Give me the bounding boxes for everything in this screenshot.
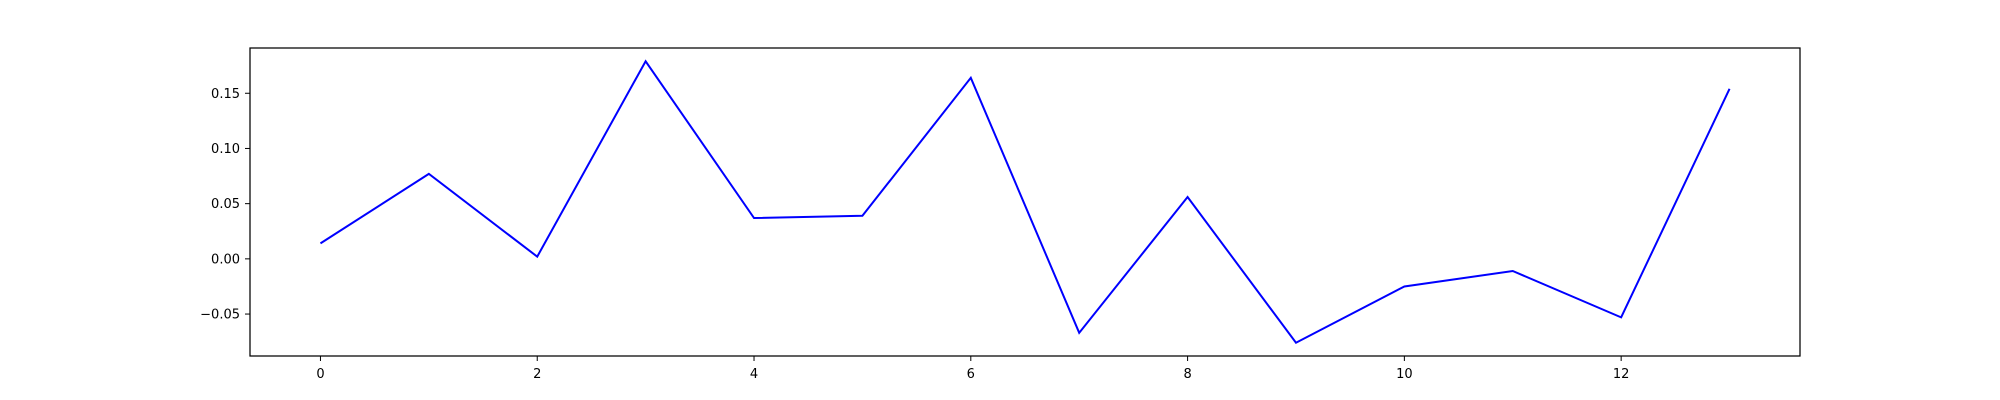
- x-tick-label: 12: [1613, 367, 1630, 382]
- y-tick-label: 0.00: [211, 252, 240, 267]
- x-tick-label: 6: [967, 367, 975, 382]
- y-tick-label: 0.10: [211, 142, 240, 157]
- ticks-layer: 0 2 4 6 8 10 12 −0.05 0.00 0.05 0.10 0.15: [200, 87, 1629, 382]
- series-line: [319, 59, 1731, 345]
- x-tick-label: 2: [533, 367, 541, 382]
- plot-frame: [249, 47, 1801, 357]
- x-tick-label: 8: [1183, 367, 1191, 382]
- y-tick-label: 0.15: [211, 87, 240, 102]
- x-tick-label: 0: [316, 367, 324, 382]
- y-tick-label: −0.05: [200, 308, 240, 323]
- y-tick-label: 0.05: [211, 197, 240, 212]
- series-layer: [319, 59, 1731, 345]
- x-tick-label: 10: [1396, 367, 1413, 382]
- x-tick-label: 4: [750, 367, 758, 382]
